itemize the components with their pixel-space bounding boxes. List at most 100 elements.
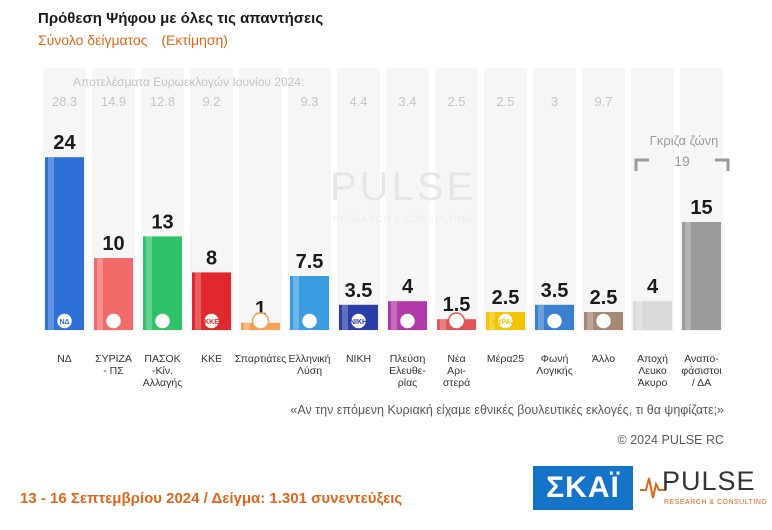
party-logo-icon (55, 312, 74, 330)
party-logo-text: ΜέΡΑ25 (493, 319, 519, 326)
survey-question: «Αν την επόμενη Κυριακή είχαμε εθνικές β… (290, 403, 724, 417)
column-background (484, 68, 527, 331)
category-label: / ΔΑ (692, 377, 711, 389)
reference-value: 9.2 (202, 94, 220, 109)
bar-highlight (636, 301, 642, 330)
category-label: Λύση (297, 365, 322, 377)
category-label: φάσιστοι (681, 365, 722, 377)
party-logo-icon (251, 312, 270, 330)
bar-highlight (440, 319, 446, 330)
category-label: ΝΙΚΗ (346, 353, 371, 365)
bar-value-label: 1 (255, 298, 266, 320)
category-label: Άλλο (592, 353, 615, 365)
bar-highlight (97, 258, 103, 330)
party-logo-icon (104, 312, 123, 330)
subtitle-sample: Σύνολο δείγματος (38, 32, 148, 48)
reference-value: 3 (551, 94, 558, 109)
category-label: ΣΥΡΙΖΑ (95, 353, 132, 365)
bar (682, 222, 721, 330)
category-label: Άκυρο (638, 377, 668, 389)
vote-intention-chart: PULSE RESEARCH & CONSULTING Αποτελέσματα Ε… (45, 68, 730, 389)
pulse-logo-tagline: RESEARCH & CONSULTING (664, 499, 768, 506)
bar-value-label: 10 (102, 233, 124, 255)
bar-value-label: 15 (690, 197, 712, 219)
category-label: Σπαρτιάτες (235, 353, 286, 365)
category-label: Αρι- (447, 365, 466, 377)
bar-highlight (146, 236, 152, 330)
party-logo-icon (496, 312, 515, 330)
bar-value-label: 3.5 (541, 280, 569, 302)
party-logo-text: ΚΚΕ (204, 319, 219, 326)
bar-value-label: 2.5 (590, 287, 618, 309)
party-logo-icon (398, 312, 417, 330)
reference-value: 28.3 (52, 94, 77, 109)
category-label: Αλλαγής (143, 377, 183, 389)
column-background (386, 68, 429, 331)
party-logo-icon (153, 312, 172, 330)
category-label: Λευκο (638, 365, 667, 377)
grey-zone-bracket-left (634, 158, 649, 171)
party-logo-icon (349, 312, 368, 330)
category-label: ΚΚΕ (201, 353, 222, 365)
category-label: Λογικής (536, 365, 573, 377)
reference-value: 4.4 (349, 94, 367, 109)
reference-value: 2.5 (496, 94, 514, 109)
column-background (582, 68, 625, 331)
bar-highlight (685, 222, 691, 330)
reference-value: 9.3 (300, 94, 318, 109)
watermark-pulse: PULSE (330, 165, 476, 209)
bar-highlight (244, 322, 250, 330)
category-label: στερά (443, 377, 470, 389)
bar-value-label: 13 (151, 211, 173, 233)
skai-logo: ΣΚΑΪ (533, 466, 633, 510)
category-label: ρίας (398, 377, 417, 389)
category-label: Νέα (447, 353, 465, 365)
bar-value-label: 1.5 (443, 294, 471, 316)
party-logo-icon (447, 312, 466, 330)
reference-value: 9.7 (594, 94, 612, 109)
bar-value-label: 7.5 (296, 251, 324, 273)
bar-value-label: 4 (402, 276, 414, 298)
category-label: Μέρα25 (487, 353, 524, 365)
party-logo-icon (594, 312, 613, 330)
bar-highlight (195, 272, 201, 330)
column-background (337, 68, 380, 331)
reference-value: 14.9 (101, 94, 126, 109)
bar-value-label: 3.5 (345, 280, 373, 302)
party-logo-icon (202, 312, 221, 330)
bar-highlight (48, 157, 54, 330)
bar-highlight (391, 301, 397, 330)
pulse-logo: PULSE RESEARCH & CONSULTING (640, 466, 767, 516)
bar-value-label: 2.5 (492, 287, 520, 309)
bar-value-label: 8 (206, 247, 217, 269)
bar-highlight (342, 304, 348, 330)
pulse-logo-word: PULSE (662, 466, 756, 496)
category-label: Φωνή (541, 353, 569, 365)
bar-value-label: 24 (53, 132, 76, 154)
reference-label: Αποτελέσματα Ευρωεκλογών Ιουνίου 2024: (73, 75, 304, 89)
category-label: - ΠΣ (103, 365, 124, 377)
bar-value-label: 4 (647, 276, 659, 298)
column-background (533, 68, 576, 331)
chart-subtitle: Σύνολο δείγματος (Εκτίμηση) (38, 32, 238, 48)
bar-highlight (293, 276, 299, 330)
reference-value: 3.4 (398, 94, 416, 109)
category-label: ΝΔ (57, 353, 72, 365)
party-logo-text: ΝΔ (59, 319, 69, 326)
bar (45, 157, 84, 330)
survey-date-and-sample: 13 - 16 Σεπτεμβρίου 2024 / Δείγμα: 1.301… (20, 490, 403, 507)
bar (633, 301, 672, 330)
grey-zone-value: 19 (674, 153, 690, 169)
category-label: -Κίν. (152, 365, 173, 377)
party-logo-text: ΝΙΚΗ (350, 319, 367, 326)
column-background (239, 68, 282, 331)
bar-highlight (489, 312, 495, 330)
bar-highlight (538, 304, 544, 330)
grey-zone-label: Γκριζα ζώνη (650, 133, 719, 148)
copyright: © 2024 PULSE RC (617, 433, 724, 447)
party-logo-icon (300, 312, 319, 330)
reference-value: 12.8 (150, 94, 175, 109)
column-background (631, 68, 674, 331)
grey-zone-bracket-right (715, 158, 730, 171)
category-label: Αναπο- (684, 353, 719, 365)
